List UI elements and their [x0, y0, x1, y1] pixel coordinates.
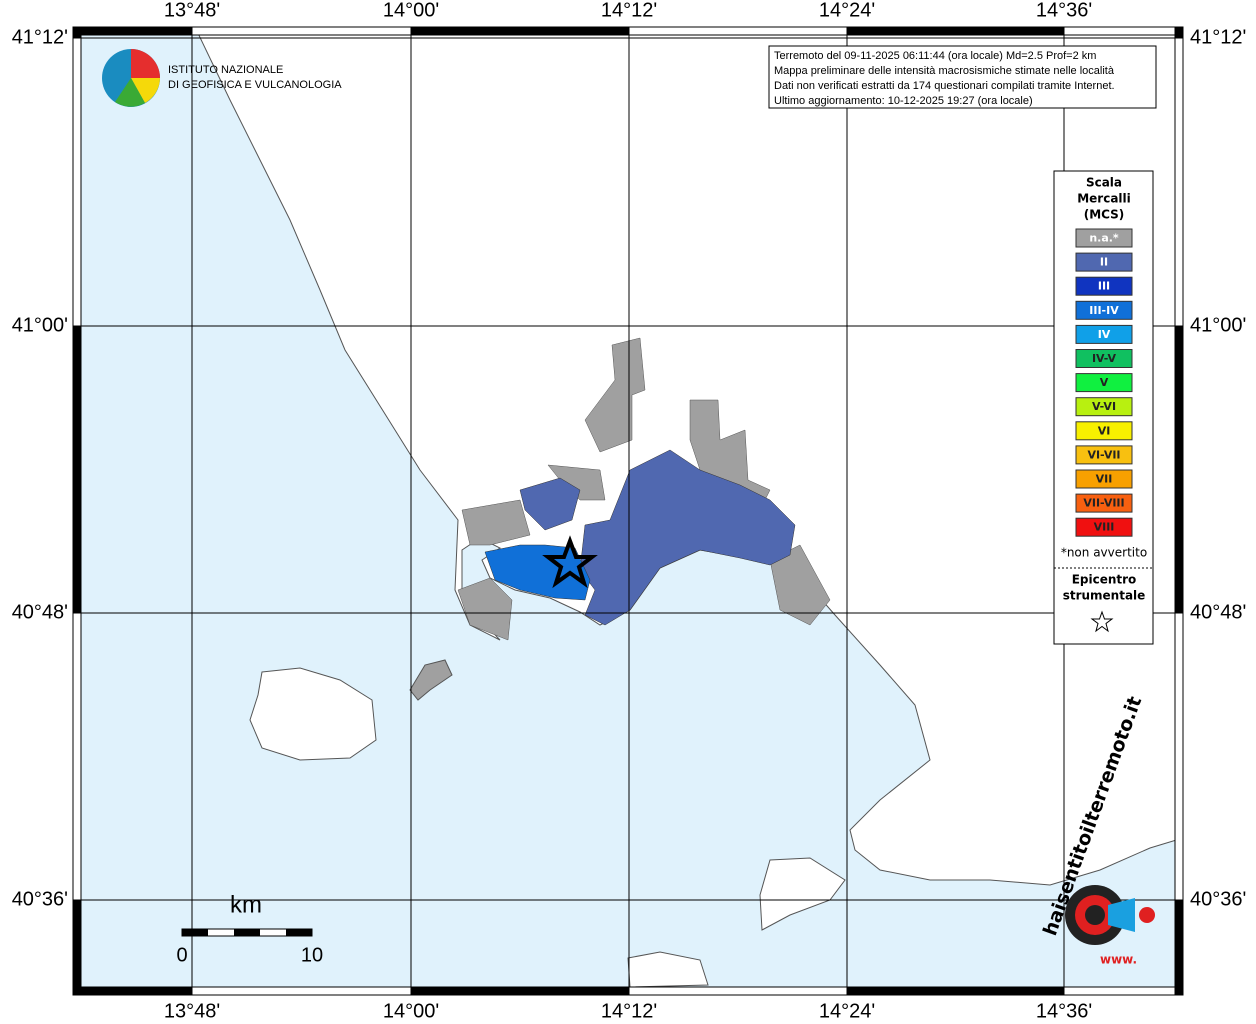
- legend-label: VIII: [1094, 521, 1115, 534]
- frame-bar: [1063, 26, 1176, 36]
- legend-label: II: [1100, 256, 1108, 269]
- lon-label: 13°48': [164, 0, 220, 21]
- legend-swatch: [1075, 469, 1133, 489]
- lat-label: 40°48': [12, 601, 68, 623]
- logo-ingv: ISTITUTO NAZIONALE DI GEOFISICA E VULCAN…: [102, 49, 342, 107]
- frame-bar: [410, 986, 630, 996]
- info-line: Mappa preliminare delle intensità macros…: [774, 65, 1115, 77]
- frame-bar: [191, 26, 412, 36]
- lat-label: 40°48': [1190, 601, 1246, 623]
- legend-note: *non avvertito: [1061, 546, 1147, 560]
- frame-bar: [628, 986, 848, 996]
- legend-swatch: [1075, 252, 1133, 272]
- legend-swatch: [1075, 276, 1133, 296]
- lat-label: 41°12': [12, 26, 68, 48]
- badge-www: www.: [1100, 953, 1137, 967]
- lat-label: 40°36': [12, 888, 68, 910]
- lon-label: 14°00': [383, 1000, 439, 1022]
- frame-bar: [846, 26, 1065, 36]
- lon-label: 14°12': [601, 1000, 657, 1022]
- info-box: [768, 45, 1157, 109]
- lat-label: 41°12': [1190, 26, 1246, 48]
- gray-area: [457, 337, 831, 641]
- legend-label: VII-VIII: [1083, 497, 1124, 510]
- scale-label: 10: [301, 944, 323, 966]
- legend-label: n.a.*: [1089, 232, 1119, 245]
- legend-title: Scala: [1086, 176, 1122, 190]
- logo-text: ISTITUTO NAZIONALE: [168, 64, 283, 76]
- procida: [409, 659, 453, 701]
- frame-bar: [191, 986, 412, 996]
- info-line: Terremoto del 09-11-2025 06:11:44 (ora l…: [774, 50, 1096, 62]
- lon-label: 14°36': [1036, 1000, 1092, 1022]
- legend-label: IV: [1098, 328, 1111, 341]
- scale-unit: km: [230, 891, 262, 918]
- frame-bar: [1174, 26, 1184, 39]
- frame-bar: [72, 26, 82, 39]
- frame-bar: [846, 986, 1065, 996]
- info-line: Dati non verificati estratti da 174 ques…: [774, 80, 1115, 92]
- legend-swatch: [1075, 373, 1133, 393]
- legend-label: VI-VII: [1087, 448, 1120, 461]
- lon-label: 13°48': [164, 1000, 220, 1022]
- lon-label: 14°24': [819, 0, 875, 21]
- scale-bar: km 0 10: [176, 891, 323, 966]
- capri: [627, 951, 709, 988]
- frame-bar: [1174, 325, 1184, 614]
- legend-swatch: [1075, 493, 1133, 513]
- legend-swatch: [1075, 517, 1133, 537]
- frame-bar: [410, 26, 630, 36]
- legend-swatch: [1075, 228, 1133, 248]
- info-line: Ultimo aggiornamento: 10-12-2025 19:27 (…: [774, 95, 1033, 107]
- legend-swatch: [1075, 300, 1133, 320]
- frame-bar: [1063, 986, 1176, 996]
- legend-label: III: [1098, 280, 1110, 293]
- legend-epicenter: strumentale: [1063, 589, 1146, 603]
- lat-label: 40°36': [1190, 888, 1246, 910]
- peninsula-tip: [759, 857, 846, 931]
- legend-swatch: [1075, 421, 1133, 441]
- frame-bar: [1174, 899, 1184, 996]
- frame-bar: [72, 325, 82, 614]
- legend-label: V-VI: [1092, 400, 1116, 413]
- lon-label: 14°36': [1036, 0, 1092, 21]
- ischia: [249, 667, 377, 761]
- frame-bar: [72, 899, 82, 996]
- legend-swatch: [1075, 445, 1133, 465]
- frame-bar: [628, 26, 848, 36]
- frame-bar: [72, 612, 82, 901]
- legend-label: IV-V: [1092, 352, 1117, 365]
- land: [194, 26, 1184, 886]
- legend-label: VII: [1096, 473, 1113, 486]
- frame-bar: [72, 37, 82, 327]
- lat-label: 41°00': [12, 314, 68, 336]
- legend-star: [1090, 610, 1114, 633]
- frame-bar: [80, 986, 193, 996]
- epicenter: [542, 535, 598, 589]
- lon-label: 14°24': [819, 1000, 875, 1022]
- legend-label: VI: [1098, 424, 1111, 437]
- legend-label: V: [1100, 376, 1109, 389]
- scale-label: 0: [176, 944, 187, 966]
- frame-bar: [1174, 37, 1184, 327]
- lon-label: 14°00': [383, 0, 439, 21]
- lat-label: 41°00': [1190, 314, 1246, 336]
- legend-swatch: [1075, 349, 1133, 368]
- frame-bar: [80, 26, 193, 36]
- legend-label: III-IV: [1089, 304, 1119, 317]
- legend-swatch: [1075, 397, 1133, 417]
- logo-text: DI GEOFISICA E VULCANOLOGIA: [168, 79, 342, 91]
- lon-label: 14°12': [601, 0, 657, 21]
- legend-title: Mercalli: [1077, 192, 1131, 206]
- legend-swatch: [1075, 324, 1133, 344]
- legend-title: (MCS): [1084, 208, 1125, 222]
- frame-bar: [1174, 612, 1184, 901]
- legend-epicenter: Epicentro: [1072, 573, 1137, 587]
